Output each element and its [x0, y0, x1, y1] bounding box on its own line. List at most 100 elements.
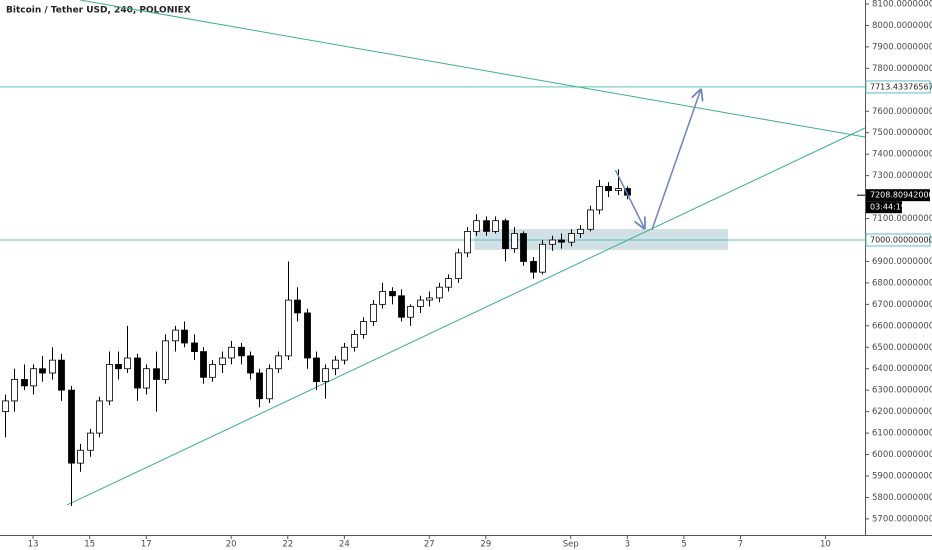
x-tick-label: 27 — [424, 540, 435, 550]
trend-line — [66, 127, 866, 506]
candle-body — [228, 346, 235, 359]
candle-body — [322, 368, 329, 382]
y-tick-label: 6700.00000000 — [872, 300, 932, 310]
x-tick-label: 5 — [681, 540, 686, 550]
candle-body — [96, 400, 103, 434]
candle-body — [106, 364, 113, 402]
y-tick-label: 6100.00000000 — [872, 429, 932, 439]
candle-body — [511, 233, 518, 249]
candle-body — [539, 243, 546, 273]
candle-body — [605, 185, 612, 192]
candle-body — [219, 357, 226, 365]
y-tick-label: 6400.00000000 — [872, 364, 932, 374]
candle-body — [473, 220, 480, 232]
candle-body — [200, 351, 207, 378]
y-tick-label: 5900.00000000 — [872, 471, 932, 481]
hline-label: 7000.00000000 — [870, 235, 932, 244]
hline-label: 7713.43376567 — [870, 82, 932, 91]
x-tick-label: 13 — [28, 540, 39, 550]
countdown-label: 03:44:19 — [870, 203, 906, 212]
y-tick-label: 7400.00000000 — [872, 150, 932, 160]
candle-body — [124, 357, 131, 370]
candle-body — [455, 252, 462, 280]
y-tick-label: 7900.00000000 — [872, 42, 932, 52]
x-tick-label: 24 — [339, 540, 350, 550]
x-tick-label: 22 — [282, 540, 293, 550]
y-tick-label: 7300.00000000 — [872, 171, 932, 181]
y-tick-label: 6800.00000000 — [872, 278, 932, 288]
candle-body — [247, 355, 254, 374]
candle-body — [266, 368, 273, 400]
candle-body — [172, 329, 179, 342]
candle-body — [351, 333, 358, 348]
candle-body — [39, 368, 46, 374]
candle-body — [407, 306, 414, 318]
last-price-box — [866, 189, 930, 202]
candle-body — [2, 400, 9, 413]
arrow — [614, 169, 644, 228]
arrow — [651, 90, 701, 231]
chart-title: Bitcoin / Tether USD, 240, POLONIEX — [6, 6, 191, 16]
candle-body — [483, 220, 490, 232]
last-price-label: 7208.80942000 — [870, 191, 932, 200]
candle-body — [492, 220, 499, 232]
y-tick-label: 6000.00000000 — [872, 450, 932, 460]
candle-body — [11, 379, 18, 402]
x-tick-label: 17 — [141, 540, 152, 550]
y-tick-label: 7600.00000000 — [872, 107, 932, 117]
x-tick-label: 7 — [738, 540, 743, 550]
candle-body — [162, 340, 169, 380]
candle-body — [191, 342, 198, 352]
y-tick-label: 7100.00000000 — [872, 214, 932, 224]
candle-body — [256, 372, 263, 400]
candle-body — [587, 209, 594, 230]
candle-body — [417, 299, 424, 307]
candle-body — [304, 312, 311, 359]
candle-body — [577, 228, 584, 234]
candle-body — [379, 291, 386, 305]
countdown-box — [866, 201, 902, 214]
candle-body — [332, 359, 339, 370]
candle-body — [426, 297, 433, 301]
y-tick-label: 6500.00000000 — [872, 343, 932, 353]
candle-body — [68, 389, 75, 464]
hline-label-box — [865, 80, 931, 94]
candle-body — [389, 291, 396, 297]
candle-body — [530, 261, 537, 273]
y-tick-label: 6200.00000000 — [872, 407, 932, 417]
candle-body — [238, 346, 245, 357]
candle-body — [360, 321, 367, 335]
candle-body — [313, 357, 320, 382]
y-tick-label: 5800.00000000 — [872, 493, 932, 503]
candle-body — [115, 364, 122, 370]
candle-body — [445, 278, 452, 288]
x-tick-label: 20 — [226, 540, 237, 550]
hline-label-box — [865, 233, 931, 247]
candle-body — [464, 231, 471, 254]
x-tick-label: 10 — [820, 540, 831, 550]
candle-body — [285, 299, 292, 357]
candle-body — [558, 239, 565, 243]
candle-body — [294, 299, 301, 314]
candle-body — [58, 359, 65, 391]
candle-body — [549, 239, 556, 245]
x-tick-label: 3 — [625, 540, 630, 550]
candle-body — [21, 379, 28, 387]
y-tick-label: 6300.00000000 — [872, 386, 932, 396]
candle-body — [436, 286, 443, 299]
y-tick-label: 7800.00000000 — [872, 64, 932, 74]
y-tick-label: 8100.00000000 — [872, 0, 932, 9]
y-tick-label: 7500.00000000 — [872, 128, 932, 138]
y-tick-label: 8000.00000000 — [872, 21, 932, 31]
candle-body — [143, 368, 150, 389]
candle-body — [341, 346, 348, 361]
y-tick-label: 6600.00000000 — [872, 321, 932, 331]
candle-body — [398, 295, 405, 318]
candle-body — [520, 233, 527, 262]
candle-body — [275, 355, 282, 370]
candle-body — [370, 303, 377, 322]
candle-body — [209, 364, 216, 378]
candle-body — [181, 329, 188, 344]
